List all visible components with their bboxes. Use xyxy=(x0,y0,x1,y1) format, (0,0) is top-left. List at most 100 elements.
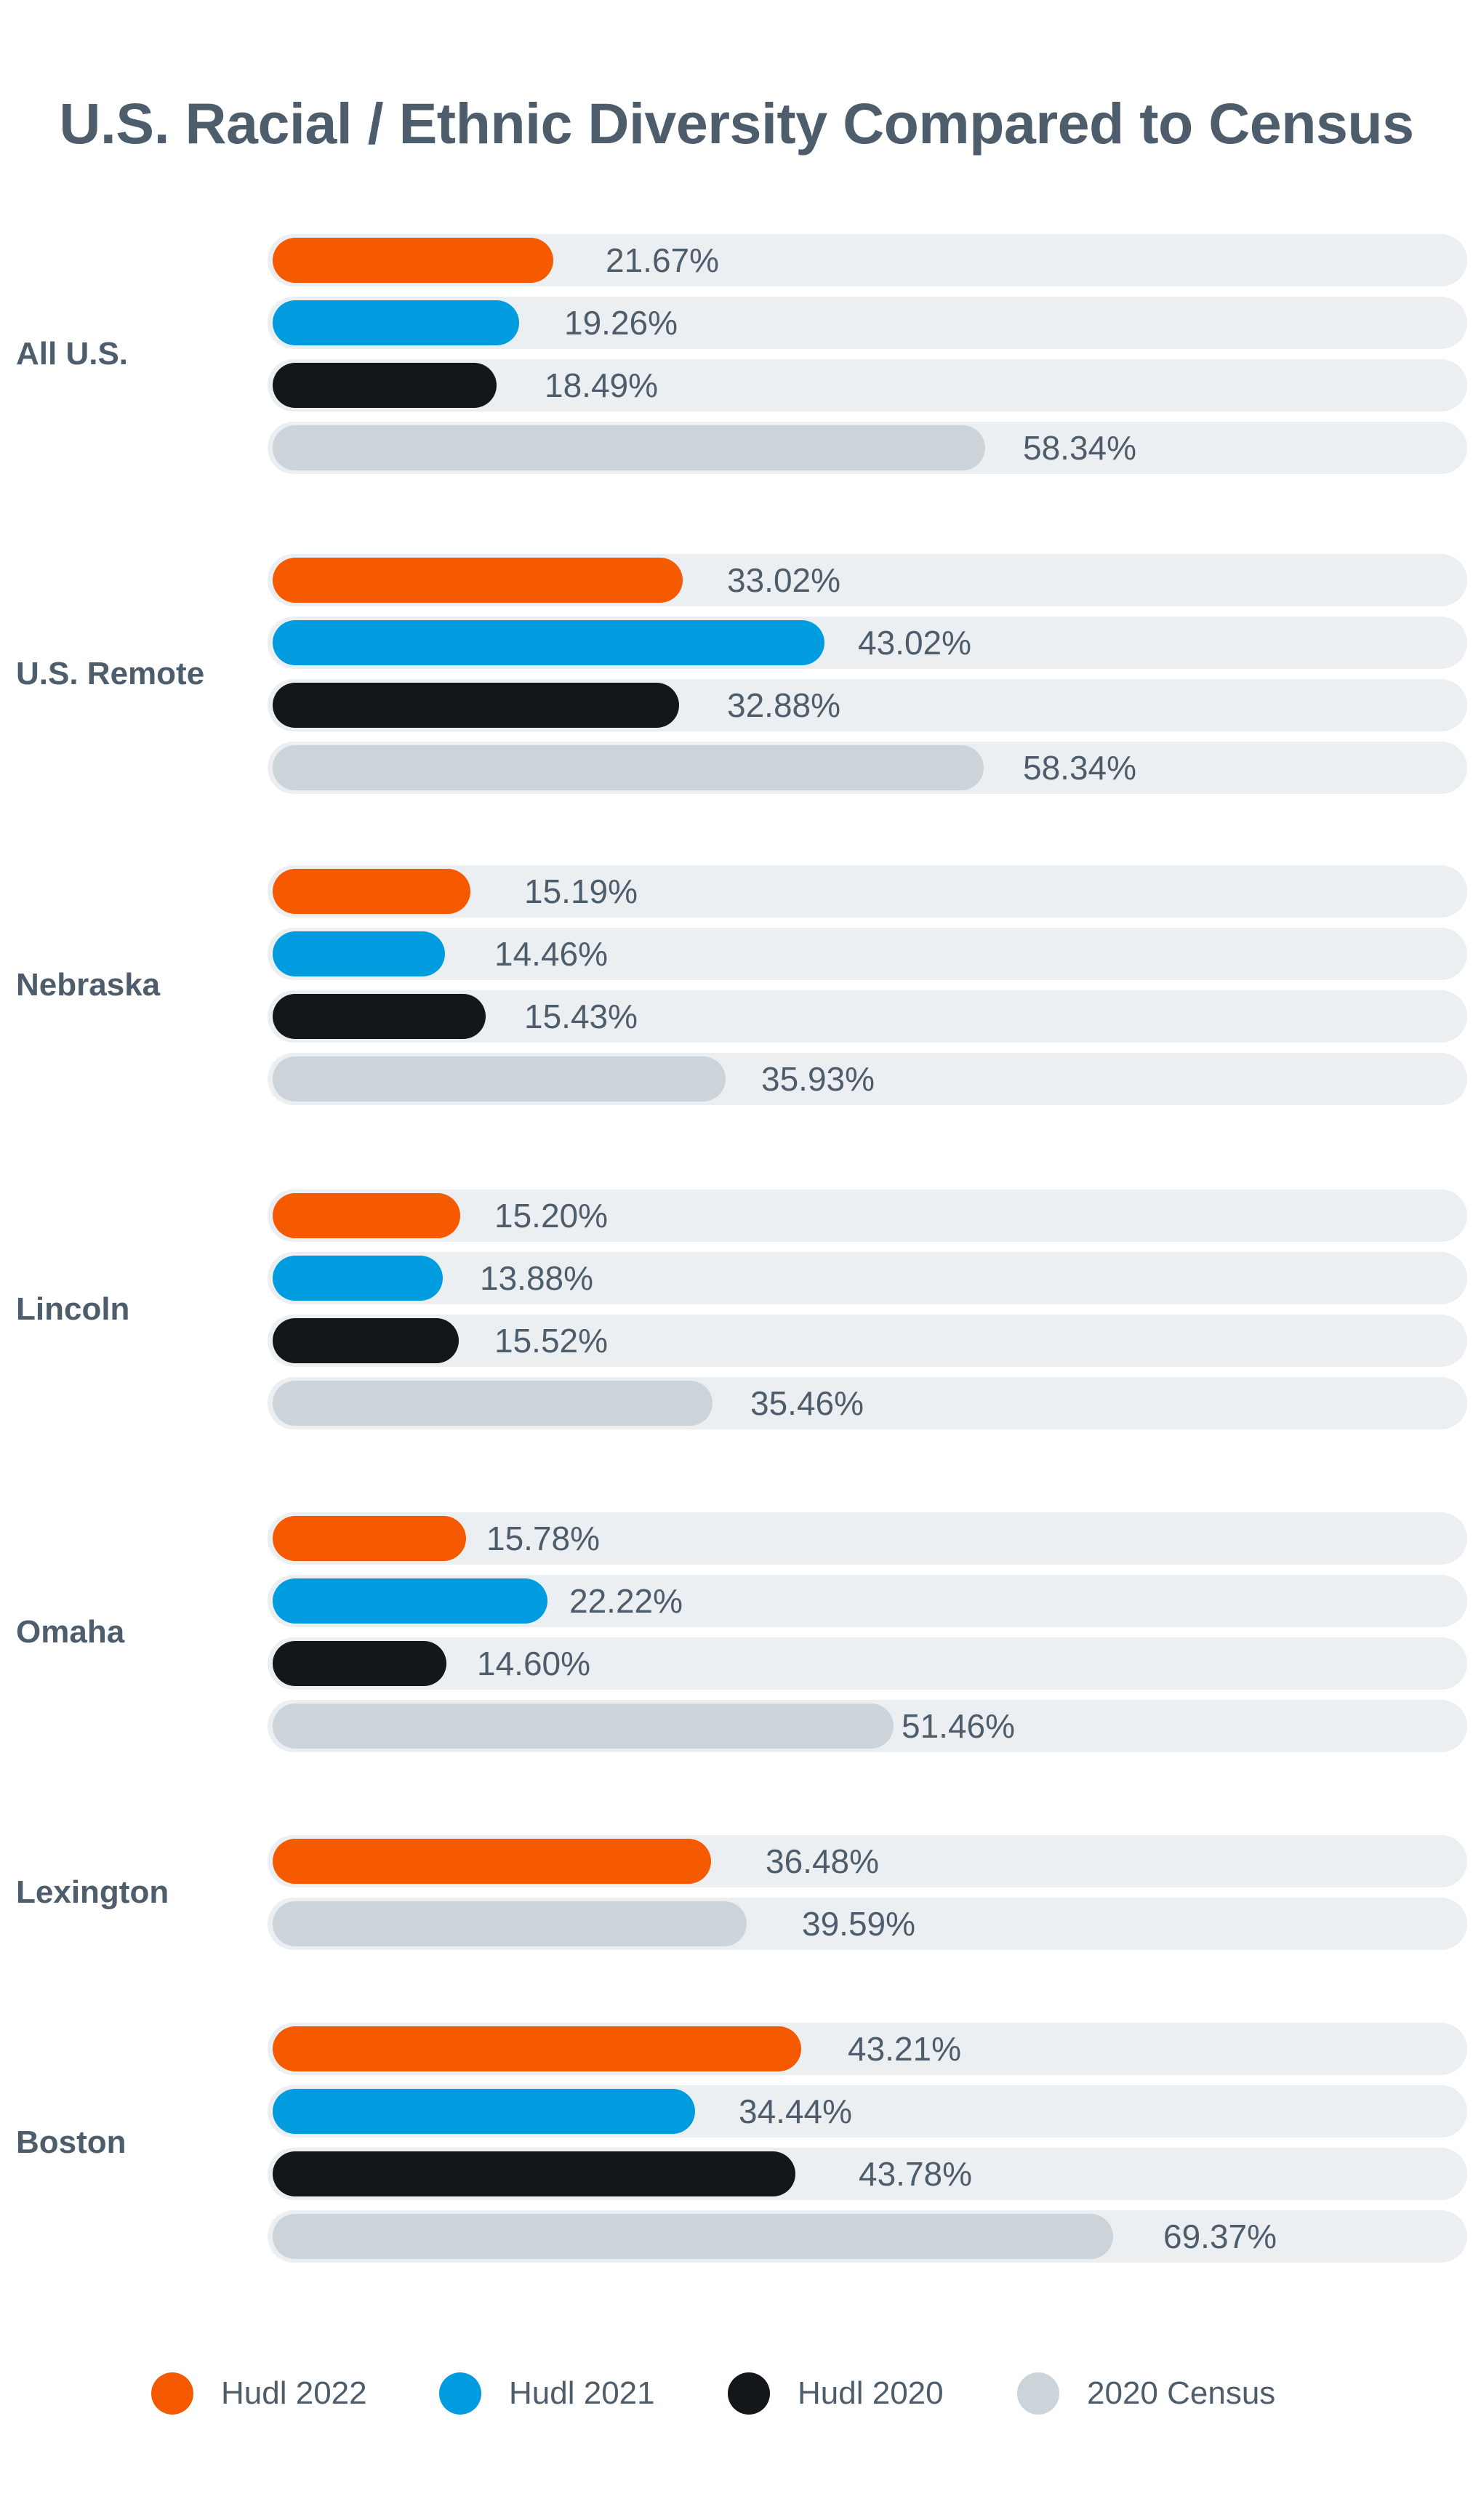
legend-item-hudl-2020: Hudl 2020 xyxy=(728,2372,944,2415)
legend-swatch-icon xyxy=(151,2372,193,2415)
bar-track: 14.60% xyxy=(268,1637,1467,1690)
legend-swatch-icon xyxy=(728,2372,770,2415)
bar-census-2020 xyxy=(273,2214,1113,2259)
bar-track: 14.46% xyxy=(268,928,1467,980)
category-label: All U.S. xyxy=(16,336,129,372)
bar-track: 19.26% xyxy=(268,297,1467,349)
bar-value-label: 51.46% xyxy=(902,1707,1016,1745)
bar-hudl-2022 xyxy=(273,2026,801,2071)
bar-track: 15.19% xyxy=(268,865,1467,918)
bar-hudl-2022 xyxy=(273,558,683,603)
bar-hudl-2021 xyxy=(273,2089,695,2134)
bar-census-2020 xyxy=(273,1381,713,1426)
bar-hudl-2021 xyxy=(273,931,445,976)
bar-track: 15.52% xyxy=(268,1315,1467,1367)
category-label: Omaha xyxy=(16,1614,125,1650)
bar-hudl-2021 xyxy=(273,1578,547,1624)
bar-value-label: 15.20% xyxy=(494,1197,609,1235)
bar-value-label: 58.34% xyxy=(1023,749,1137,787)
section-nebraska: Nebraska 15.19% 14.46% 15.43% 35.93% xyxy=(0,865,1473,1105)
bar-value-label: 15.52% xyxy=(494,1322,609,1360)
bar-value-label: 15.43% xyxy=(524,998,638,1035)
bar-track: 43.78% xyxy=(268,2148,1467,2200)
bar-census-2020 xyxy=(273,1901,747,1946)
bar-value-label: 43.21% xyxy=(848,2030,962,2068)
bar-census-2020 xyxy=(273,1056,726,1102)
bar-value-label: 22.22% xyxy=(569,1582,683,1620)
category-label: Lexington xyxy=(16,1874,169,1910)
bar-hudl-2020 xyxy=(273,2151,795,2196)
bar-track: 35.93% xyxy=(268,1053,1467,1105)
bar-value-label: 13.88% xyxy=(480,1259,594,1297)
bar-track: 22.22% xyxy=(268,1575,1467,1627)
bar-hudl-2022 xyxy=(273,869,470,914)
bar-track: 21.67% xyxy=(268,234,1467,286)
legend-item-hudl-2021: Hudl 2021 xyxy=(439,2372,655,2415)
bar-hudl-2021 xyxy=(273,1256,443,1301)
bar-hudl-2020 xyxy=(273,363,497,408)
section-lexington: Lexington 36.48% 39.59% xyxy=(0,1835,1473,1950)
section-all-u-s: All U.S. 21.67% 19.26% 18.49% 58.34% xyxy=(0,234,1473,474)
bar-value-label: 14.60% xyxy=(477,1645,591,1682)
bar-hudl-2020 xyxy=(273,1318,459,1363)
bar-value-label: 14.46% xyxy=(494,935,609,973)
bar-track: 36.48% xyxy=(268,1835,1467,1887)
bar-value-label: 34.44% xyxy=(739,2092,853,2130)
bar-hudl-2021 xyxy=(273,300,519,345)
legend-swatch-icon xyxy=(1017,2372,1059,2415)
bar-track: 18.49% xyxy=(268,359,1467,412)
bar-value-label: 35.93% xyxy=(761,1060,875,1098)
bar-track: 32.88% xyxy=(268,679,1467,731)
legend-item-hudl-2022: Hudl 2022 xyxy=(151,2372,367,2415)
bar-hudl-2022 xyxy=(273,1516,466,1561)
bar-hudl-2022 xyxy=(273,1193,460,1238)
bar-track: 43.02% xyxy=(268,617,1467,669)
bar-value-label: 15.78% xyxy=(486,1520,601,1557)
bar-hudl-2021 xyxy=(273,620,824,665)
bar-track: 13.88% xyxy=(268,1252,1467,1304)
bar-track: 15.43% xyxy=(268,990,1467,1043)
bar-hudl-2020 xyxy=(273,994,486,1039)
bar-hudl-2022 xyxy=(273,1839,711,1884)
bar-track: 58.34% xyxy=(268,422,1467,474)
bar-value-label: 43.02% xyxy=(858,624,972,662)
legend-label: 2020 Census xyxy=(1087,2375,1276,2411)
category-label: Nebraska xyxy=(16,967,161,1003)
bar-value-label: 19.26% xyxy=(564,304,678,342)
bar-value-label: 43.78% xyxy=(859,2155,973,2193)
bar-value-label: 58.34% xyxy=(1023,429,1137,467)
bar-track: 51.46% xyxy=(268,1700,1467,1752)
chart-legend: Hudl 2022 Hudl 2021 Hudl 2020 2020 Censu… xyxy=(0,2372,1473,2415)
bar-value-label: 36.48% xyxy=(766,1842,880,1880)
bar-hudl-2020 xyxy=(273,683,679,728)
legend-label: Hudl 2021 xyxy=(509,2375,655,2411)
legend-swatch-icon xyxy=(439,2372,481,2415)
bar-track: 58.34% xyxy=(268,742,1467,794)
bar-value-label: 35.46% xyxy=(750,1384,864,1422)
bar-value-label: 32.88% xyxy=(727,686,841,724)
category-label: Boston xyxy=(16,2124,127,2160)
bar-track: 69.37% xyxy=(268,2210,1467,2263)
section-omaha: Omaha 15.78% 22.22% 14.60% 51.46% xyxy=(0,1512,1473,1752)
bar-track: 34.44% xyxy=(268,2085,1467,2138)
bar-hudl-2020 xyxy=(273,1641,446,1686)
bar-value-label: 69.37% xyxy=(1163,2218,1277,2255)
legend-item-2020-census: 2020 Census xyxy=(1017,2372,1275,2415)
section-u-s-remote: U.S. Remote 33.02% 43.02% 32.88% 58.34% xyxy=(0,554,1473,794)
bar-value-label: 39.59% xyxy=(802,1905,916,1943)
bar-track: 33.02% xyxy=(268,554,1467,606)
bar-track: 39.59% xyxy=(268,1898,1467,1950)
section-boston: Boston 43.21% 34.44% 43.78% 69.37% xyxy=(0,2023,1473,2263)
bar-track: 15.20% xyxy=(268,1189,1467,1242)
bar-track: 15.78% xyxy=(268,1512,1467,1565)
chart-title: U.S. Racial / Ethnic Diversity Compared … xyxy=(59,91,1414,156)
bar-census-2020 xyxy=(273,425,985,470)
bar-census-2020 xyxy=(273,745,984,790)
bar-value-label: 21.67% xyxy=(606,241,720,279)
category-label: Lincoln xyxy=(16,1291,130,1327)
bar-hudl-2022 xyxy=(273,238,553,283)
bar-value-label: 18.49% xyxy=(545,366,659,404)
bar-value-label: 33.02% xyxy=(727,561,841,599)
bar-value-label: 15.19% xyxy=(524,872,638,910)
legend-label: Hudl 2022 xyxy=(221,2375,367,2411)
